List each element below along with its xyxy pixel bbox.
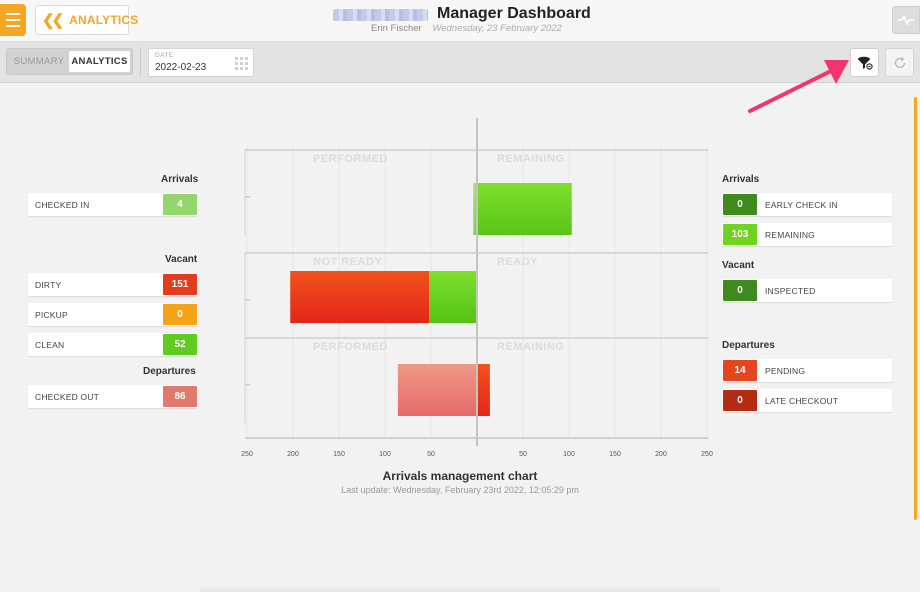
stat-value: 0 [723,280,757,301]
header-date: Wednesday, 23 February 2022 [432,23,562,34]
x-tick-label: 100 [379,451,391,458]
filter-button[interactable] [850,48,879,77]
panel-right-label: REMAINING [497,153,564,165]
left-arrivals-title: Arrivals [161,174,199,185]
right-vacant-title: Vacant [722,260,755,271]
stat-remaining[interactable]: 103 REMAINING [722,223,892,246]
stat-pending[interactable]: 14 PENDING [722,359,892,382]
calendar-grid-icon [235,57,248,70]
stat-value: 86 [163,386,197,407]
tab-analytics[interactable]: ANALYTICS [69,51,130,72]
back-button-label: ANALYTICS [69,13,139,27]
stat-value: 0 [723,390,757,411]
scrollbar[interactable] [914,97,917,520]
bar-checked-out [397,364,477,416]
left-vacant-title: Vacant [165,254,198,265]
stat-clean[interactable]: CLEAN 52 [28,333,198,356]
stat-value: 151 [163,274,197,295]
view-segmented-control: SUMMARY ANALYTICS [6,48,133,75]
stat-value: 0 [723,194,757,215]
stat-value: 103 [723,224,757,245]
stat-pickup[interactable]: PICKUP 0 [28,303,198,326]
bottom-shadow [200,584,720,592]
panel-left-label: PERFORMED [313,341,388,353]
toolbar: SUMMARY ANALYTICS DATE 2022-02-23 [0,42,920,83]
chart-title: Arrivals management chart [382,469,538,483]
stat-late-checkout[interactable]: 0 LATE CHECKOUT [722,389,892,412]
stat-label: PICKUP [35,309,68,320]
stat-label: PENDING [765,365,806,376]
stat-label: CLEAN [35,339,65,350]
user-name: Erin Fischer [371,23,422,34]
stat-value: 0 [163,304,197,325]
date-value: 2022-02-23 [155,62,207,73]
x-tick-label: 150 [333,451,345,458]
stat-checked-in[interactable]: CHECKED IN 4 [28,193,198,216]
activity-icon [898,15,914,25]
bar-dirty [290,271,430,323]
x-tick-label: 250 [701,451,713,458]
stat-label: DIRTY [35,279,62,290]
panel-left-label: NOT READY [313,256,382,268]
blurred-property-name [333,9,428,21]
stat-early-check-in[interactable]: 0 EARLY CHECK IN [722,193,892,216]
stat-label: CHECKED IN [35,199,90,210]
back-to-analytics-button[interactable]: ❮❮ ANALYTICS [35,5,138,35]
date-label: DATE [155,52,174,59]
left-departures-title: Departures [143,366,196,377]
x-tick-label: 50 [519,451,527,458]
bar-checked-in [473,183,477,235]
bar-clean [429,271,477,323]
right-departures-title: Departures [722,340,775,351]
toolbar-divider [140,47,141,77]
stat-inspected[interactable]: 0 INSPECTED [722,279,892,302]
activity-button[interactable] [892,6,920,34]
x-tick-label: 100 [563,451,575,458]
bar-pending [477,364,490,416]
stat-label: INSPECTED [765,285,816,296]
annotation-arrow-icon [748,60,849,113]
stat-checked-out[interactable]: CHECKED OUT 86 [28,385,198,408]
panel-right-label: READY [497,256,538,268]
chart-last-update: Last update: Wednesday, February 23rd 20… [341,485,579,495]
panel-left-label: PERFORMED [313,153,388,165]
top-header: ❮❮ ANALYTICS Manager Dashboard Erin Fisc… [0,0,920,42]
stat-label: EARLY CHECK IN [765,199,838,210]
date-picker[interactable]: DATE 2022-02-23 [148,48,254,77]
arrivals-management-chart: PERFORMED REMAINING NOT READY READY PERFORME… [241,118,713,458]
x-tick-label: 250 [241,451,253,458]
x-tick-label: 150 [609,451,621,458]
x-tick-label: 200 [655,451,667,458]
x-tick-label: 200 [287,451,299,458]
stat-value: 14 [723,360,757,381]
hamburger-icon[interactable] [0,4,26,36]
page-title: Manager Dashboard [437,5,591,22]
stat-label: REMAINING [765,229,815,240]
stat-value: 4 [163,194,197,215]
right-arrivals-title: Arrivals [722,174,760,185]
header-subtitle: Erin Fischer Wednesday, 23 February 2022 [371,23,562,34]
x-tick-label: 50 [427,451,435,458]
bar-remaining [477,183,572,235]
stat-label: CHECKED OUT [35,391,100,402]
tab-summary[interactable]: SUMMARY [13,56,65,67]
refresh-button[interactable] [885,48,914,77]
stat-dirty[interactable]: DIRTY 151 [28,273,198,296]
stat-label: LATE CHECKOUT [765,395,839,406]
panel-right-label: REMAINING [497,341,564,353]
double-chevron-left-icon: ❮❮ [42,12,64,29]
filter-icon [857,56,873,70]
stat-value: 52 [163,334,197,355]
refresh-icon [894,56,905,68]
